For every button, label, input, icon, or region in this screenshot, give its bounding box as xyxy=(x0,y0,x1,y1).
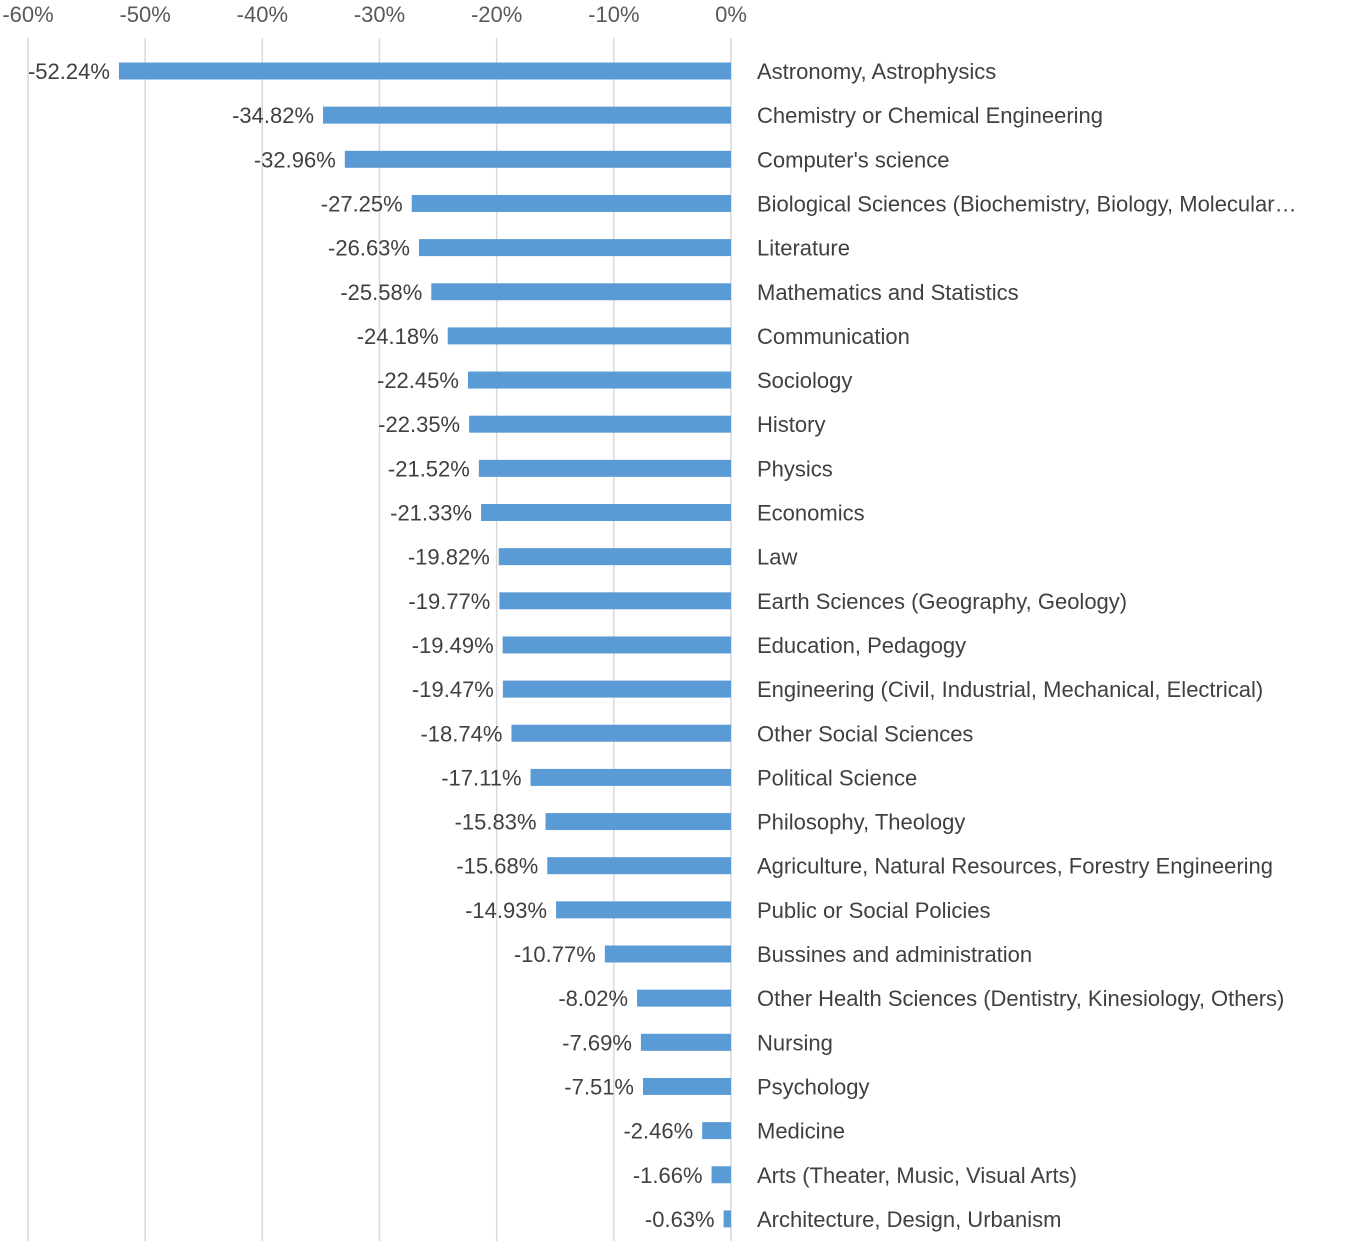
data-label: -21.52% xyxy=(388,456,470,481)
bar xyxy=(498,548,731,566)
category-label: Astronomy, Astrophysics xyxy=(757,59,996,84)
bar xyxy=(469,415,731,433)
data-label: -0.63% xyxy=(645,1207,715,1232)
category-label: Nursing xyxy=(757,1030,833,1055)
bar xyxy=(447,327,731,345)
category-label: Other Health Sciences (Dentistry, Kinesi… xyxy=(757,986,1284,1011)
bar xyxy=(502,680,731,698)
bar xyxy=(711,1166,731,1184)
data-label: -15.68% xyxy=(456,854,538,879)
data-label: -32.96% xyxy=(254,147,336,172)
data-label: -25.58% xyxy=(340,280,422,305)
data-label: -22.35% xyxy=(378,412,460,437)
bar xyxy=(556,901,731,919)
bar xyxy=(467,371,731,389)
bar xyxy=(640,1033,731,1051)
data-label: -19.77% xyxy=(408,589,490,614)
category-label: Physics xyxy=(757,456,833,481)
category-label: Agriculture, Natural Resources, Forestry… xyxy=(757,854,1273,879)
category-label: Medicine xyxy=(757,1119,845,1144)
bar xyxy=(499,592,731,610)
bar xyxy=(545,813,731,831)
data-label: -14.93% xyxy=(465,898,547,923)
data-label: -26.63% xyxy=(328,236,410,261)
bar xyxy=(118,62,732,80)
x-tick-label: -40% xyxy=(237,2,288,27)
category-label: Computer's science xyxy=(757,147,950,172)
category-label: Bussines and administration xyxy=(757,942,1032,967)
data-labels: -52.24% -34.82% -32.96% -27.25% -26.63% -25.5… xyxy=(28,59,715,1232)
bar xyxy=(702,1122,731,1140)
category-label: Sociology xyxy=(757,368,852,393)
category-label: Architecture, Design, Urbanism xyxy=(757,1207,1061,1232)
x-axis-ticks: -60% -50% -40% -30% -20% -10% 0% xyxy=(2,2,747,27)
category-label: Philosophy, Theology xyxy=(757,810,965,835)
data-label: -21.33% xyxy=(390,501,472,526)
bar xyxy=(547,857,731,875)
category-label: Literature xyxy=(757,236,850,261)
bar xyxy=(502,636,731,654)
data-label: -15.83% xyxy=(455,810,537,835)
bar xyxy=(723,1210,731,1228)
data-label: -27.25% xyxy=(321,191,403,216)
bar xyxy=(530,768,731,786)
category-label: History xyxy=(757,412,825,437)
data-label: -10.77% xyxy=(514,942,596,967)
category-label: Law xyxy=(757,545,797,570)
x-tick-label: -30% xyxy=(354,2,405,27)
bar xyxy=(637,989,731,1007)
x-tick-label: -60% xyxy=(2,2,53,27)
category-label: Arts (Theater, Music, Visual Arts) xyxy=(757,1163,1077,1188)
category-label: Earth Sciences (Geography, Geology) xyxy=(757,589,1127,614)
bar xyxy=(511,724,731,742)
data-label: -22.45% xyxy=(377,368,459,393)
data-label: -19.47% xyxy=(412,677,494,702)
bar xyxy=(431,283,731,301)
data-label: -19.82% xyxy=(408,545,490,570)
x-tick-label: -20% xyxy=(471,2,522,27)
category-label: Political Science xyxy=(757,765,917,790)
data-label: -1.66% xyxy=(633,1163,703,1188)
category-label: Public or Social Policies xyxy=(757,898,991,923)
data-label: -17.11% xyxy=(441,765,521,790)
data-label: -24.18% xyxy=(357,324,439,349)
category-label: Biological Sciences (Biochemistry, Biolo… xyxy=(757,191,1297,216)
data-label: -19.49% xyxy=(412,633,494,658)
data-label: -18.74% xyxy=(420,721,502,746)
data-label: -52.24% xyxy=(28,59,110,84)
category-label: Communication xyxy=(757,324,910,349)
data-label: -34.82% xyxy=(232,103,314,128)
category-label: Psychology xyxy=(757,1074,870,1099)
bar xyxy=(481,504,731,521)
bar xyxy=(418,239,731,257)
x-tick-label: 0% xyxy=(715,2,747,27)
bar xyxy=(344,150,731,168)
bar xyxy=(643,1077,731,1095)
data-label: -7.51% xyxy=(564,1074,634,1099)
bar xyxy=(604,945,731,963)
category-labels: Astronomy, Astrophysics Chemistry or Chem… xyxy=(757,59,1297,1232)
data-label: -7.69% xyxy=(562,1030,632,1055)
bar xyxy=(411,194,731,212)
data-label: -8.02% xyxy=(558,986,628,1011)
bar xyxy=(323,106,731,124)
category-label: Other Social Sciences xyxy=(757,721,973,746)
data-label: -2.46% xyxy=(623,1119,693,1144)
category-label: Chemistry or Chemical Engineering xyxy=(757,103,1103,128)
category-label: Mathematics and Statistics xyxy=(757,280,1019,305)
category-label: Education, Pedagogy xyxy=(757,633,966,658)
bars xyxy=(118,62,732,1228)
bar xyxy=(478,459,731,477)
x-tick-label: -10% xyxy=(588,2,639,27)
category-label: Economics xyxy=(757,501,865,526)
category-label: Engineering (Civil, Industrial, Mechanic… xyxy=(757,677,1263,702)
x-tick-label: -50% xyxy=(119,2,170,27)
